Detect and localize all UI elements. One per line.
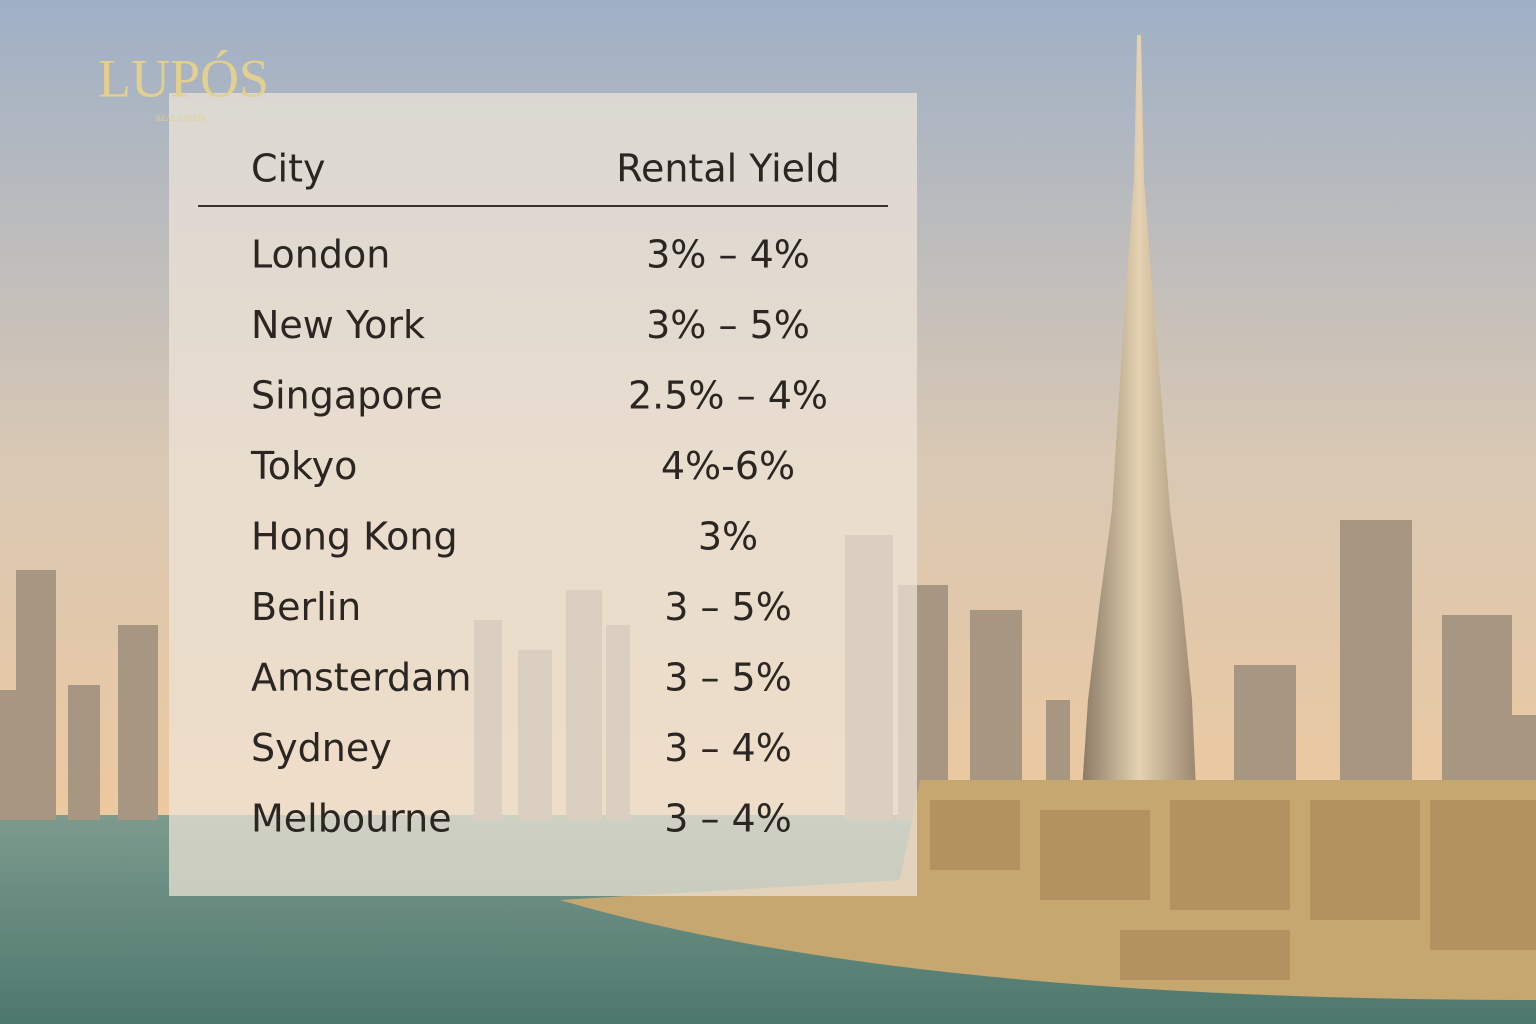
yield-cell: 3 – 4% — [664, 726, 792, 770]
city-cell: Amsterdam — [251, 656, 471, 700]
city-cell: Sydney — [251, 726, 392, 770]
city-cell: Hong Kong — [251, 515, 458, 559]
city-cell: New York — [251, 303, 425, 347]
city-cell: Berlin — [251, 585, 361, 629]
table-panel — [169, 93, 917, 896]
city-cell: Tokyo — [250, 444, 357, 488]
city-cell: Melbourne — [251, 797, 452, 841]
header-cell: Rental Yield — [616, 147, 839, 191]
brand-name: LUPÓS — [98, 48, 269, 108]
yield-cell: 3% – 5% — [646, 303, 810, 347]
yield-cell: 3 – 5% — [664, 656, 792, 700]
city-cell: London — [251, 233, 390, 277]
city-cell: Singapore — [251, 374, 443, 418]
header-cell: City — [251, 147, 325, 191]
yield-cell: 3% – 4% — [646, 233, 810, 277]
yield-cell: 3 – 5% — [664, 585, 792, 629]
yield-cell: 3% — [698, 515, 758, 559]
yield-cell: 4%-6% — [661, 444, 795, 488]
brand-tagline: REAL ESTATE — [156, 114, 207, 123]
yield-cell: 2.5% – 4% — [628, 374, 828, 418]
yield-cell: 3 – 4% — [664, 797, 792, 841]
